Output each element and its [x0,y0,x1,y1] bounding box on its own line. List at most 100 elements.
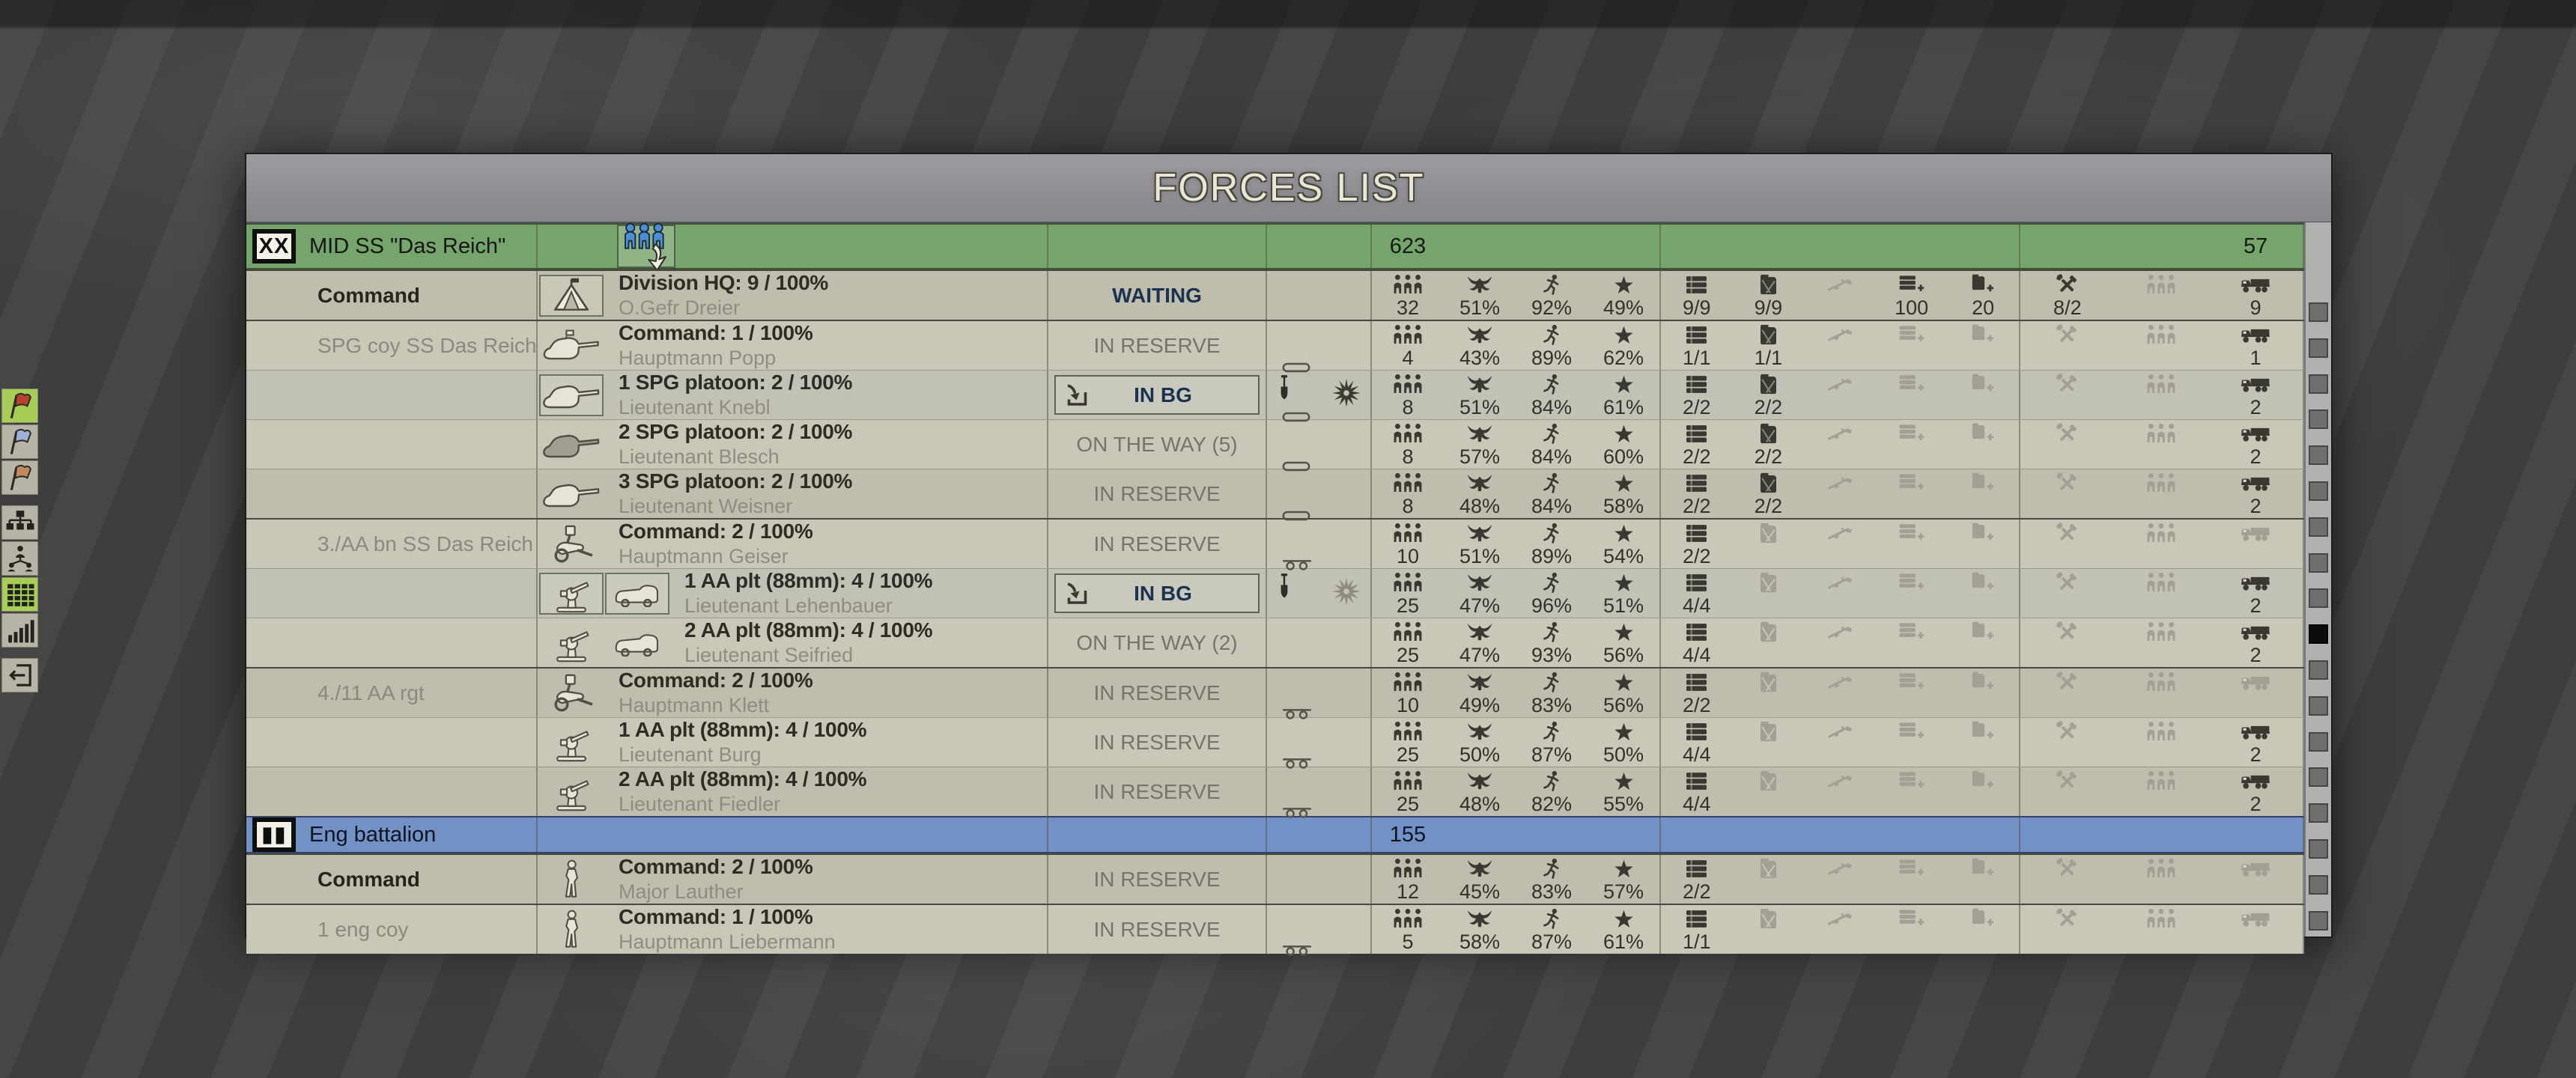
scroll-marker[interactable] [2309,338,2328,358]
fuel-icon [1760,907,1777,931]
formation-name: Eng battalion [309,822,437,847]
experience-star-icon [1613,571,1635,594]
forces-list-button[interactable] [1,577,38,612]
fuel-icon [1760,273,1777,296]
unit-icon-box[interactable] [539,572,604,615]
ammo-value: 2/2 [1683,544,1711,567]
towed-marker-icon [1282,758,1312,773]
scroll-marker[interactable] [2309,803,2328,823]
scroll-marker[interactable] [2309,481,2328,501]
vehicle-marker-icon [1282,511,1310,525]
unit-officer: Hauptmann Popp [619,347,777,369]
toolbar-gap [1,496,40,505]
deploy-troops-button[interactable] [617,222,675,272]
unit-icon-box[interactable] [539,274,604,317]
experience-value: 56% [1603,643,1644,666]
weapon-icon [1826,422,1853,445]
blue-flag-button[interactable] [1,424,38,459]
table-row[interactable]: 2 AA plt (88mm): 4 / 100% Lieutenant Seif… [246,618,2304,667]
table-row[interactable]: 1 SPG platoon: 2 / 100% Lieutenant Knebl I… [246,370,2304,422]
weapon-icon [1826,373,1853,396]
scroll-marker[interactable] [2309,374,2328,394]
truck-value: 2 [2250,494,2261,517]
forces-row-division[interactable]: XX MID SS "Das Reich" 623 57 [246,222,2304,272]
dug-in-shovel-icon [1279,375,1289,406]
crew-icon [2146,422,2176,445]
experience-value: 51% [1603,594,1644,617]
statistics-button[interactable] [1,613,38,648]
scroll-marker[interactable] [2309,660,2328,680]
table-row[interactable]: 1 AA plt (88mm): 4 / 100% Lieutenant Lehe… [246,568,2304,618]
aa-gun-icon [551,722,592,763]
morale-value: 51% [1459,296,1501,319]
morale-value: 49% [1459,693,1501,716]
org-chart-button[interactable] [1,505,38,540]
men-icon [1393,621,1423,644]
truck-value: 2 [2250,395,2261,418]
table-row[interactable]: 2 AA plt (88mm): 4 / 100% Lieutenant Fied… [246,767,2304,818]
unit-officer: Lieutenant Seifried [684,644,854,666]
scroll-marker[interactable] [2309,874,2328,895]
scroll-marker[interactable] [2309,731,2328,752]
forces-row-battalion[interactable]: ▮▮ Eng battalion 155 [246,816,2304,853]
flag-icon [5,427,35,457]
left-toolbar [1,389,40,694]
experience-value: 61% [1603,395,1644,418]
in-bg-button[interactable]: IN BG [1054,573,1260,613]
scroll-marker[interactable] [2309,409,2328,430]
spg-icon [541,478,601,511]
repair-icon [2056,273,2079,296]
truck-icon [2241,472,2270,495]
scroll-marker[interactable] [2309,767,2328,788]
panel-title: FORCES LIST [1152,166,1425,210]
morale-value: 48% [1459,792,1501,815]
repair-icon [2056,671,2079,694]
scroll-marker[interactable] [2309,445,2328,466]
unit-icon-box [539,622,604,664]
spg-icon [541,428,601,461]
scroll-strip[interactable] [2304,222,2331,937]
fuel-value: 1/1 [1754,346,1783,369]
scroll-marker[interactable] [2309,517,2328,537]
table-row[interactable]: 1 eng coy Command: 1 / 100% Hauptmann Lieb… [246,904,2304,956]
in-bg-button[interactable]: IN BG [1054,375,1260,415]
truck-icon [2241,621,2270,644]
crew-icon [2146,373,2176,396]
table-row[interactable]: Command Division HQ: 9 / 100% O.Gefr Dreie… [246,270,2304,320]
orange-flag-button[interactable] [1,460,38,495]
table-row[interactable]: 1 AA plt (88mm): 4 / 100% Lieutenant Burg… [246,717,2304,769]
crew-icon [2146,621,2176,644]
scroll-marker[interactable] [2309,552,2328,573]
men-icon [1393,373,1423,396]
fuel-icon [1760,571,1777,594]
status-text: IN RESERVE [1093,867,1221,891]
scroll-marker[interactable] [2309,839,2328,859]
fuel-icon [1760,472,1777,495]
ammo-resupply-icon [1899,857,1925,880]
unit-icon-box[interactable] [539,374,604,416]
red-flag-button[interactable] [1,389,38,423]
fuel-resupply-icon [1972,907,1994,931]
fitness-runner-icon [1543,522,1561,545]
unit-officer: Hauptmann Geiser [619,545,789,567]
table-row[interactable]: 4./11 AA rgt Command: 2 / 100% Hauptmann K… [246,667,2304,719]
truck-icon [2241,422,2270,445]
table-row[interactable]: 3 SPG platoon: 2 / 100% Lieutenant Weisne… [246,469,2304,521]
table-row[interactable]: 2 SPG platoon: 2 / 100% Lieutenant Blesch… [246,419,2304,472]
scroll-marker[interactable] [2309,910,2328,931]
exit-button[interactable] [1,658,38,692]
scroll-marker[interactable] [2309,624,2328,645]
scroll-marker[interactable] [2309,588,2328,609]
table-row[interactable]: Command Command: 2 / 100% Major Lauther IN … [246,853,2304,904]
scroll-marker[interactable] [2309,695,2328,716]
table-row[interactable]: 3./AA bn SS Das Reich Command: 2 / 100% Ha… [246,518,2304,570]
unit-icon-box[interactable] [605,572,669,615]
morale-value: 43% [1459,346,1501,369]
experience-star-icon [1613,273,1635,296]
morale-value: 58% [1459,930,1501,953]
scroll-marker[interactable] [2309,302,2328,322]
crew-icon [2146,720,2176,743]
unit-tree-button[interactable] [1,541,38,576]
weapon-icon [1826,571,1853,594]
table-row[interactable]: SPG coy SS Das Reich Command: 1 / 100% Hau… [246,320,2304,373]
